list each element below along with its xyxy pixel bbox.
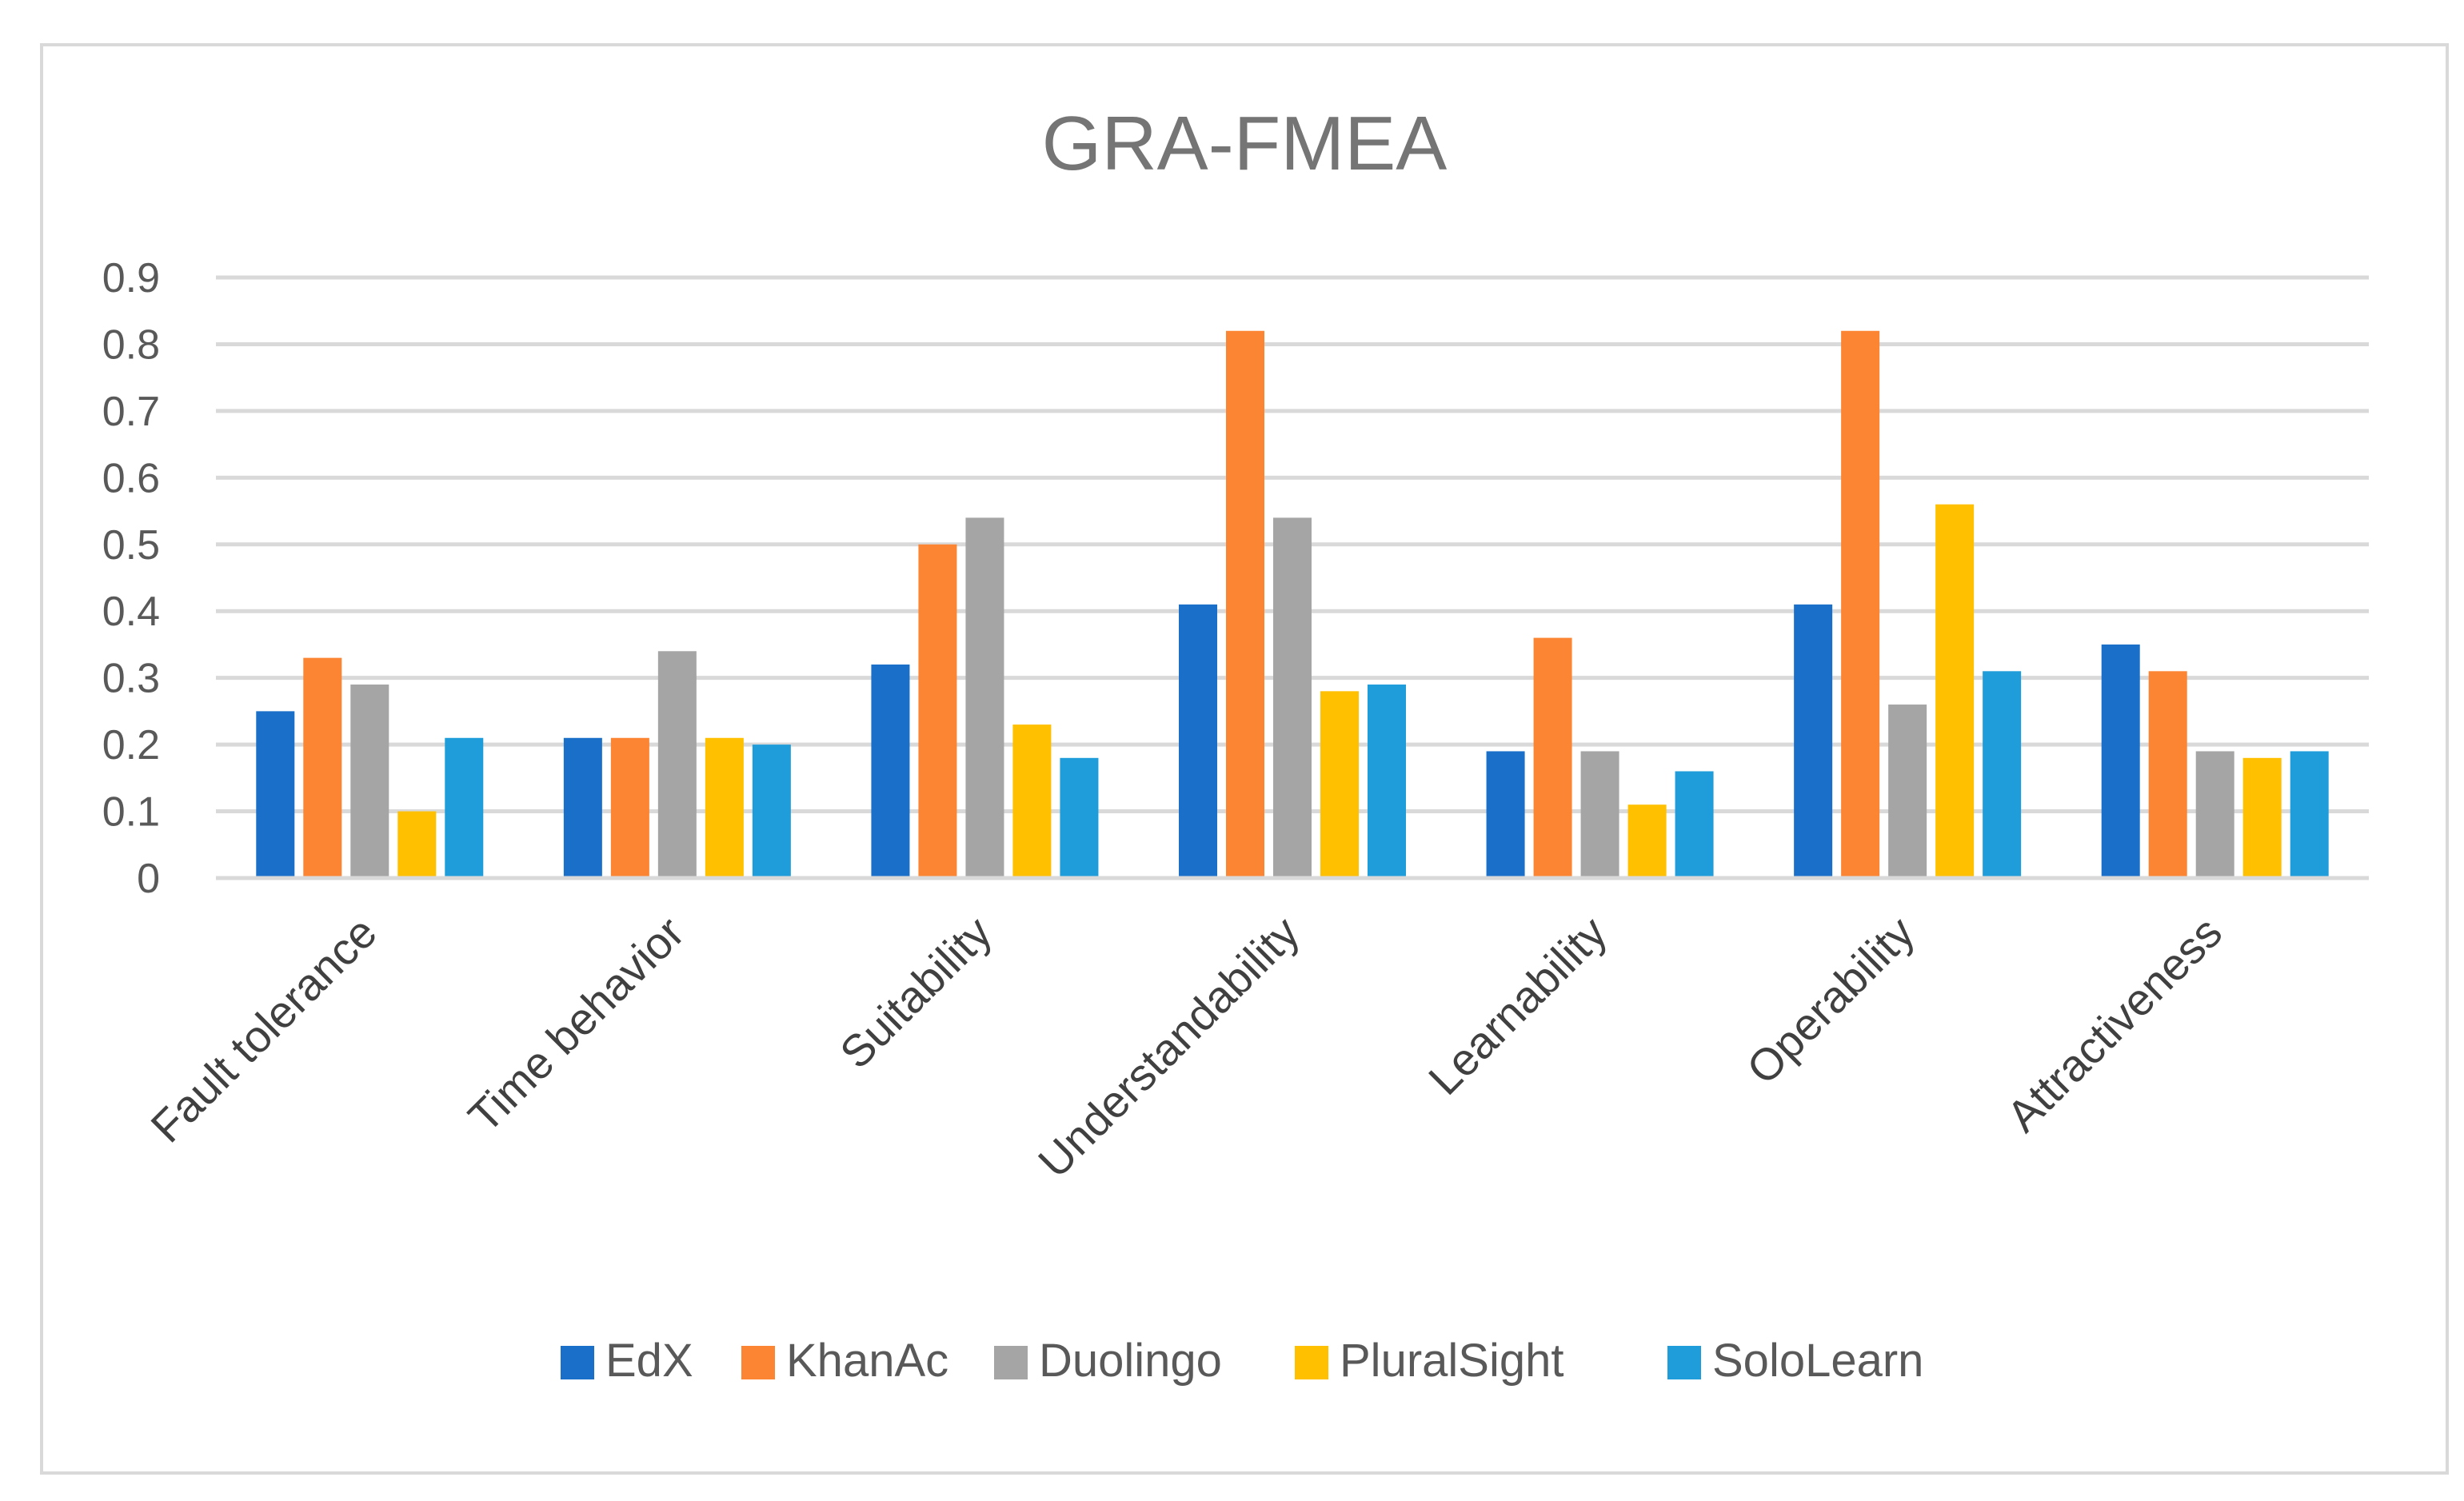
legend-label-duolingo: Duolingo — [1039, 1335, 1222, 1387]
y-tick-label: 0.4 — [102, 589, 160, 635]
bar-sololearn — [445, 737, 484, 878]
bar-edx — [1794, 604, 1833, 878]
y-tick-label: 0.3 — [102, 656, 160, 702]
x-axis-category-labels: Fault tolerance Time behavior Suitability U… — [141, 907, 2231, 1188]
bar-duolingo — [965, 517, 1004, 878]
bar-pluralsight — [1320, 691, 1359, 878]
bar-duolingo — [1888, 705, 1927, 878]
bar-pluralsight — [705, 737, 744, 878]
x-category-label: Time behavior — [458, 907, 693, 1142]
bar-khanac — [1841, 330, 1880, 878]
y-tick-label: 0.1 — [102, 789, 160, 836]
bar-khanac — [1226, 330, 1264, 878]
y-tick-label: 0.7 — [102, 389, 160, 435]
legend-swatch-edx — [561, 1346, 594, 1379]
y-tick-label: 0.2 — [102, 722, 160, 768]
bar-pluralsight — [1935, 504, 1975, 878]
bar-khanac — [610, 737, 649, 878]
bars — [256, 330, 2329, 878]
bar-edx — [1486, 751, 1525, 878]
x-category-label: Understandability — [1028, 907, 1309, 1188]
bar-duolingo — [350, 685, 389, 878]
x-category-label: Fault tolerance — [141, 907, 385, 1152]
bar-khanac — [918, 544, 957, 878]
bar-khanac — [1533, 637, 1572, 878]
bar-pluralsight — [397, 811, 437, 878]
legend: EdX KhanAc Duolingo PluralSight SoloLearn — [561, 1335, 1923, 1387]
y-tick-label: 0.6 — [102, 455, 160, 501]
x-category-label: Learnability — [1419, 907, 1616, 1104]
bar-edx — [2101, 644, 2140, 878]
bar-sololearn — [752, 745, 791, 878]
bar-duolingo — [2195, 751, 2234, 878]
bar-sololearn — [1675, 771, 1714, 878]
bar-pluralsight — [1627, 804, 1667, 878]
bar-edx — [871, 664, 910, 878]
y-tick-label: 0.8 — [102, 321, 160, 368]
bar-edx — [563, 737, 602, 878]
legend-label-edx: EdX — [605, 1335, 693, 1387]
x-category-label: Attractiveness — [1997, 907, 2231, 1141]
legend-label-khanac: KhanAc — [786, 1335, 948, 1387]
legend-swatch-pluralsight — [1295, 1346, 1328, 1379]
y-axis-tick-labels: 0 0.1 0.2 0.3 0.4 0.5 0.6 0.7 0.8 0.9 — [102, 255, 160, 902]
bar-duolingo — [1273, 517, 1312, 878]
legend-swatch-sololearn — [1667, 1346, 1701, 1379]
bar-edx — [1179, 604, 1217, 878]
x-category-label: Suitability — [830, 907, 1001, 1078]
bar-sololearn — [1983, 671, 2022, 878]
bar-sololearn — [2290, 751, 2329, 878]
bar-duolingo — [1580, 751, 1619, 878]
legend-label-pluralsight: PluralSight — [1340, 1335, 1563, 1387]
y-tick-label: 0.9 — [102, 255, 160, 301]
bar-duolingo — [657, 651, 697, 878]
bar-pluralsight — [1012, 725, 1052, 878]
bar-pluralsight — [2242, 757, 2282, 878]
y-tick-label: 0 — [137, 856, 160, 902]
bar-sololearn — [1060, 757, 1099, 878]
chart-title: GRA-FMEA — [1042, 101, 1448, 186]
legend-swatch-duolingo — [994, 1346, 1028, 1379]
bar-edx — [256, 711, 295, 878]
bar-khanac — [2148, 671, 2187, 878]
legend-label-sololearn: SoloLearn — [1712, 1335, 1923, 1387]
y-tick-label: 0.5 — [102, 522, 160, 569]
legend-swatch-khanac — [741, 1346, 775, 1379]
bar-khanac — [303, 657, 342, 878]
bar-sololearn — [1368, 685, 1406, 878]
x-category-label: Operability — [1737, 907, 1924, 1094]
